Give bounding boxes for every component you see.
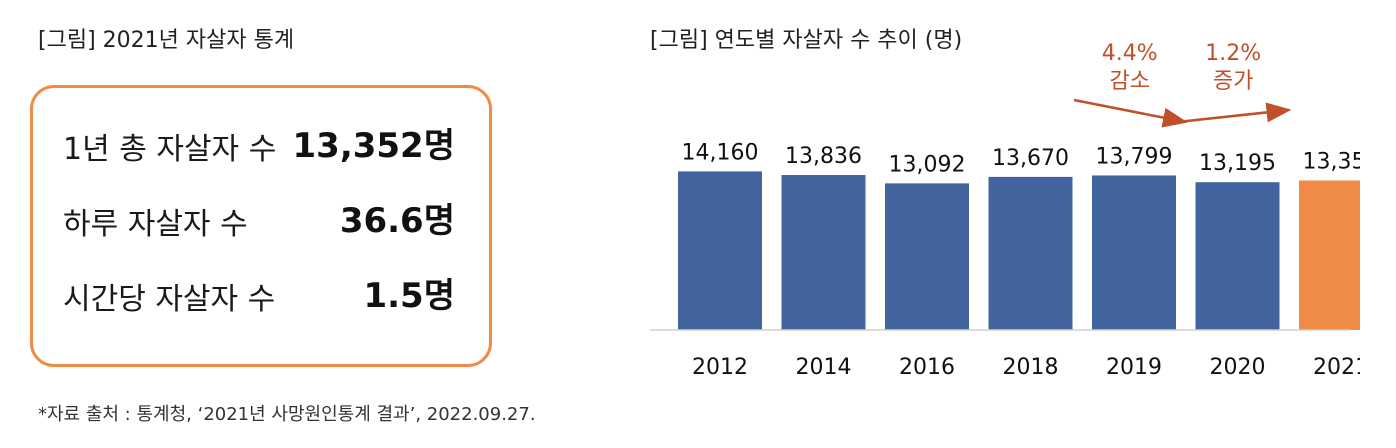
annotation-arrow-0 (1073, 98, 1188, 128)
annotation-pct-1: 1.2% (1205, 41, 1261, 66)
stat-value-daily: 36.6명 (339, 201, 455, 241)
value-label-2021: 13,352 (1303, 149, 1360, 174)
stat-label-annual: 1년 총 자살자 수 (63, 132, 277, 167)
x-tick-2018: 2018 (1003, 355, 1059, 380)
x-tick-2014: 2014 (796, 355, 852, 380)
annotation-word-0: 감소 (1110, 69, 1150, 94)
bar-2012 (678, 171, 762, 330)
bar-2021 (1299, 180, 1360, 330)
stat-label-hourly: 시간당 자살자 수 (63, 282, 276, 317)
bar-chart: 14,160 2012 13,836 2014 13,092 2016 13,670 2018… (650, 41, 1360, 380)
bar-2014 (781, 175, 866, 330)
bar-2019 (1092, 175, 1176, 330)
x-tick-2021: 2021 (1313, 355, 1360, 380)
annotation-word-1: 증가 (1213, 69, 1253, 94)
value-label-2016: 13,092 (889, 152, 966, 177)
stats-box: 1년 총 자살자 수 13,352명 하루 자살자 수 36.6명 시간당 자살… (30, 85, 492, 367)
value-label-2020: 13,195 (1199, 151, 1276, 176)
value-label-2012: 14,160 (682, 140, 759, 165)
bar-2020 (1195, 182, 1280, 330)
stat-label-daily: 하루 자살자 수 (63, 207, 248, 242)
annotation-pct-0: 4.4% (1102, 41, 1158, 66)
x-tick-2020: 2020 (1210, 355, 1266, 380)
bar-2016 (885, 183, 969, 330)
value-label-2014: 13,836 (785, 144, 862, 169)
stat-row-hourly: 시간당 자살자 수 1.5명 (63, 268, 455, 318)
value-label-2018: 13,670 (992, 146, 1069, 171)
x-tick-2016: 2016 (899, 355, 955, 380)
stat-value-hourly: 1.5명 (363, 276, 455, 316)
stat-value-annual: 13,352명 (292, 126, 455, 166)
stat-row-annual: 1년 총 자살자 수 13,352명 (63, 118, 455, 168)
source-note: *자료 출처 : 통계청, ‘2021년 사망원인통계 결과’, 2022.09… (38, 404, 536, 425)
left-chart-title: [그림] 2021년 자살자 통계 (38, 28, 295, 53)
annotation-arrow-1 (1177, 102, 1292, 124)
bar-2018 (988, 176, 1073, 330)
x-tick-2019: 2019 (1106, 355, 1162, 380)
chart-title: [그림] 연도별 자살자 수 추이 (명) (650, 28, 963, 53)
value-label-2019: 13,799 (1096, 144, 1173, 169)
stat-row-daily: 하루 자살자 수 36.6명 (63, 193, 455, 243)
x-tick-2012: 2012 (692, 355, 748, 380)
